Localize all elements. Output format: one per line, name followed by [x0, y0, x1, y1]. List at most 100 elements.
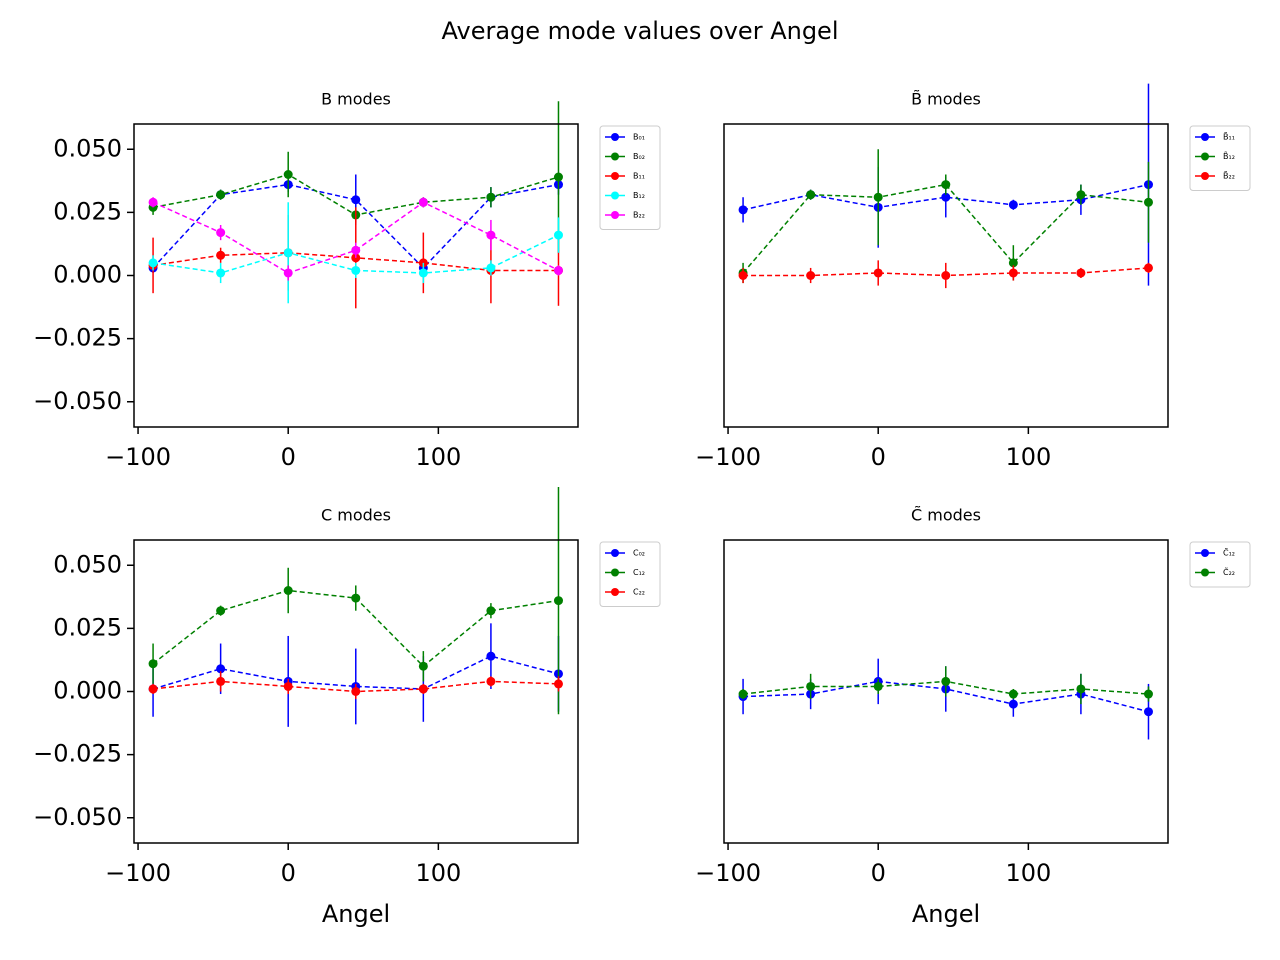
legend-marker: [1201, 549, 1209, 557]
data-point: [553, 679, 563, 689]
legend-label: C₂₂: [633, 588, 645, 597]
data-point: [486, 230, 496, 240]
data-point: [486, 263, 496, 273]
y-tick-label: −0.025: [33, 740, 122, 768]
series: [738, 149, 1153, 284]
data-point: [1076, 684, 1086, 694]
legend: C̃₁₂ C̃₂₂: [1189, 541, 1251, 588]
legend-marker: [1201, 152, 1209, 161]
data-point: [1008, 268, 1018, 278]
data-point: [1076, 190, 1086, 200]
data-point: [148, 197, 158, 207]
legend-marker: [611, 172, 619, 180]
data-point: [553, 230, 563, 240]
data-point: [1008, 200, 1018, 210]
series: [738, 666, 1153, 705]
legend-label: B₀₁: [633, 133, 645, 142]
x-tick-label: 100: [415, 859, 461, 887]
legend-frame: [1189, 541, 1251, 588]
data-point: [941, 271, 951, 280]
subplot-title: C modes: [321, 506, 391, 525]
data-point: [486, 192, 496, 202]
y-tick-label: −0.050: [33, 387, 122, 415]
subplot-title: B modes: [321, 90, 391, 109]
data-point: [553, 265, 563, 275]
data-point: [553, 172, 563, 182]
data-point: [351, 245, 361, 255]
legend-frame: [1189, 125, 1251, 191]
y-tick-label: 0.000: [53, 261, 122, 289]
data-point: [351, 687, 361, 696]
legend-marker: [611, 191, 619, 200]
legend-label: B₁₁: [633, 172, 645, 181]
data-point: [283, 586, 293, 595]
x-tick-label: −100: [695, 443, 761, 471]
legend-frame: [599, 541, 661, 607]
y-tick-label: 0.025: [53, 197, 122, 225]
x-tick-label: 0: [281, 859, 296, 887]
legend-label: B₀₂: [633, 152, 645, 161]
data-point: [283, 170, 293, 179]
data-point: [486, 676, 496, 686]
legend-label: B̃₁₁: [1223, 131, 1235, 141]
data-point: [1143, 707, 1153, 717]
y-tick-label: 0.000: [53, 677, 122, 705]
data-point: [351, 195, 361, 205]
data-point: [216, 676, 226, 686]
x-tick-label: 0: [281, 443, 296, 471]
data-point: [738, 689, 748, 699]
axes-frame: [133, 539, 579, 844]
data-point: [738, 271, 748, 280]
data-point: [738, 205, 748, 215]
data-point: [873, 681, 883, 691]
legend: C₀₂ C₁₂ C₂₂: [599, 541, 661, 607]
data-point: [486, 651, 496, 661]
legend-marker: [1201, 172, 1209, 180]
legend-marker: [1201, 133, 1209, 141]
legend: B₀₁ B₀₂ B₁₁ B₁₂ B₂₂: [599, 125, 661, 230]
series: [148, 623, 563, 727]
data-point: [283, 681, 293, 691]
data-point: [283, 248, 293, 258]
data-point: [806, 190, 816, 200]
data-point: [486, 606, 496, 616]
legend: B̃₁₁ B̃₁₂ B̃₂₂: [1189, 125, 1251, 191]
legend-label: C̃₂₂: [1223, 567, 1235, 577]
data-point: [418, 197, 428, 207]
data-point: [873, 192, 883, 202]
legend-marker: [611, 588, 619, 596]
data-point: [418, 268, 428, 278]
data-point: [1076, 268, 1086, 278]
data-point: [216, 268, 226, 278]
data-point: [1008, 699, 1018, 709]
legend-marker: [611, 211, 619, 219]
data-point: [806, 271, 816, 280]
legend-frame: [599, 125, 661, 230]
data-point: [1143, 689, 1153, 699]
legend-label: C₀₂: [633, 549, 645, 558]
data-point: [148, 258, 158, 268]
subplot-title: C̃ modes: [911, 506, 981, 525]
data-point: [148, 684, 158, 694]
legend-label: B₁₂: [633, 191, 645, 200]
data-point: [216, 250, 226, 260]
data-point: [941, 676, 951, 686]
x-tick-label: 0: [871, 859, 886, 887]
legend-marker: [611, 549, 619, 557]
data-point: [216, 228, 226, 238]
data-point: [216, 664, 226, 674]
data-point: [351, 593, 361, 603]
data-point: [216, 606, 226, 616]
x-tick-label: −100: [105, 443, 171, 471]
axes-frame: [723, 123, 1169, 428]
x-axis-label: Angel: [322, 900, 390, 928]
data-point: [418, 684, 428, 694]
data-point: [806, 681, 816, 691]
legend-label: B̃₁₂: [1223, 151, 1235, 161]
data-point: [1008, 689, 1018, 699]
x-tick-label: 100: [415, 443, 461, 471]
x-tick-label: 100: [1005, 859, 1051, 887]
figure-title: Average mode values over Angel: [441, 17, 838, 45]
data-point: [941, 192, 951, 202]
series: [738, 260, 1153, 289]
